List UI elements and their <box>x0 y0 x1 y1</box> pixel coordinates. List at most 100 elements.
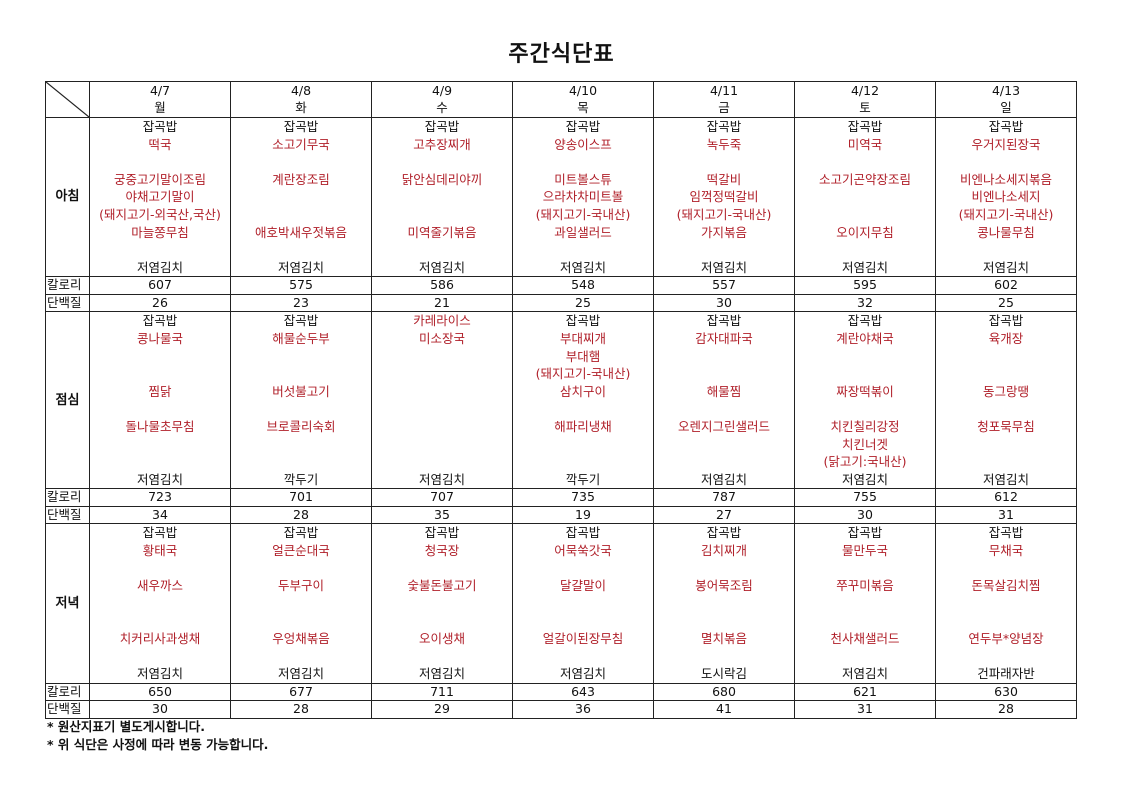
menu-item: 가지볶음 <box>700 224 747 240</box>
calories-value: 701 <box>230 488 372 507</box>
menu-item: 잡곡밥 <box>142 525 178 541</box>
menu-item: 치킨칠리강정 <box>830 418 900 434</box>
blank-line <box>796 612 935 630</box>
menu-cell: 잡곡밥 어묵쑥갓국 달걀말이 얼갈이된장무침 저염김치 <box>512 523 654 684</box>
menu-item: 황태국 <box>142 542 178 558</box>
menu-item: 해물순두부 <box>272 330 330 346</box>
menu-item: 잡곡밥 <box>706 119 742 134</box>
meal-label: 저녁 <box>45 523 90 684</box>
menu-cell: 잡곡밥 녹두죽 떡갈비 임꺽정떡갈비 (돼지고기-국내산) 가지볶음 저염김치 <box>653 116 795 278</box>
header-row: 4/7 월 4/8 화 4/9 수 4/10 목 4/11 금 4/12 토 4/13 일 <box>45 81 1077 118</box>
blank-line <box>796 365 935 383</box>
blank-line <box>937 559 1076 577</box>
menu-item: 찜닭 <box>148 383 172 399</box>
menu-item: 계란야채국 <box>836 330 894 346</box>
calories-value: 557 <box>653 276 795 295</box>
menu-item: 잡곡밥 <box>565 313 601 329</box>
blank-line <box>91 400 230 418</box>
day-header: 4/12 토 <box>794 81 936 118</box>
blank-line <box>937 400 1076 418</box>
blank-line <box>937 647 1076 665</box>
menu-item: 잡곡밥 <box>988 313 1024 329</box>
blank-line <box>655 348 794 366</box>
blank-line <box>514 612 653 630</box>
blank-line <box>655 453 794 471</box>
weekday: 토 <box>859 100 871 115</box>
menu-item: 잡곡밥 <box>847 313 883 329</box>
menu-cell: 잡곡밥 부대찌개 부대햄 (돼지고기-국내산) 삼치구이 해파리냉채 깍두기 <box>512 311 654 490</box>
blank-line <box>232 188 371 206</box>
protein-value: 28 <box>935 700 1077 719</box>
menu-item: 청포묵무침 <box>977 418 1035 434</box>
blank-line <box>514 153 653 171</box>
menu-item: 떡갈비 <box>706 171 742 187</box>
calories-value: 723 <box>89 488 231 507</box>
menu-item: 잡곡밥 <box>988 119 1024 134</box>
menu-item: 오이지무침 <box>836 224 894 240</box>
menu-item: 저염김치 <box>277 666 324 682</box>
menu-item: 멸치볶음 <box>700 630 747 646</box>
protein-value: 25 <box>512 293 654 313</box>
protein-value: 25 <box>935 293 1077 313</box>
menu-item: 브로콜리숙회 <box>266 418 336 434</box>
calories-value: 621 <box>794 682 936 702</box>
protein-value: 31 <box>794 700 936 719</box>
menu-item: 저염김치 <box>700 471 747 487</box>
menu-cell: 잡곡밥 물만두국 쭈꾸미볶음 천사채샐러드 저염김치 <box>794 523 936 684</box>
calories-value: 735 <box>512 488 654 507</box>
calories-label: 칼로리 <box>45 276 90 295</box>
menu-item: 쭈꾸미볶음 <box>836 578 894 594</box>
protein-value: 19 <box>512 505 654 525</box>
calories-value: 755 <box>794 488 936 507</box>
menu-item: 저염김치 <box>418 259 465 275</box>
blank-line <box>232 241 371 259</box>
blank-line <box>655 153 794 171</box>
menu-item: 저염김치 <box>277 259 324 275</box>
menu-item: 잡곡밥 <box>706 525 742 541</box>
menu-item: 동그랑땡 <box>982 383 1029 399</box>
blank-line <box>373 188 512 206</box>
blank-line <box>373 400 512 418</box>
calories-value: 630 <box>935 682 1077 702</box>
menu-item: 계란장조림 <box>272 171 330 187</box>
menu-cell: 잡곡밥 소고기무국 계란장조림 애호박새우젓볶음 저염김치 <box>230 116 372 278</box>
blank-line <box>232 400 371 418</box>
menu-item: 으라차차미트볼 <box>542 189 624 205</box>
menu-item: 미소장국 <box>418 330 465 346</box>
blank-line <box>232 206 371 224</box>
menu-item: 삼치구이 <box>559 383 606 399</box>
blank-line <box>91 453 230 471</box>
blank-line <box>232 348 371 366</box>
menu-item: 잡곡밥 <box>424 525 460 541</box>
blank-line <box>655 612 794 630</box>
calories-value: 643 <box>512 682 654 702</box>
menu-item: 저염김치 <box>136 259 183 275</box>
protein-value: 32 <box>794 293 936 313</box>
menu-item: 봉어묵조림 <box>695 578 753 594</box>
blank-line <box>373 453 512 471</box>
blank-line <box>796 595 935 613</box>
menu-item: 짜장떡볶이 <box>836 383 894 399</box>
menu-item: 잡곡밥 <box>847 119 883 134</box>
menu-item: (돼지고기-국내산) <box>958 206 1054 222</box>
menu-cell: 잡곡밥 해물순두부 버섯불고기 브로콜리숙회 깍두기 <box>230 311 372 490</box>
menu-cell: 카레라이스 미소장국 저염김치 <box>371 311 513 490</box>
meal-label: 아침 <box>45 116 90 278</box>
menu-item: 해파리냉채 <box>554 418 612 434</box>
blank-line <box>373 365 512 383</box>
menu-cell: 잡곡밥 미역국 소고기곤약장조림 오이지무침 저염김치 <box>794 116 936 278</box>
blank-line <box>91 647 230 665</box>
blank-line <box>514 453 653 471</box>
menu-item: 부대찌개 <box>559 330 606 346</box>
calories-value: 602 <box>935 276 1077 295</box>
menu-item: 잡곡밥 <box>565 119 601 134</box>
date: 4/13 <box>991 83 1021 98</box>
blank-line <box>91 595 230 613</box>
menu-item: 녹두죽 <box>706 136 742 152</box>
protein-value: 30 <box>794 505 936 525</box>
menu-item: 오렌지그린샐러드 <box>677 418 770 434</box>
blank-line <box>796 188 935 206</box>
menu-item: 치킨너겟 <box>841 436 888 452</box>
blank-line <box>796 400 935 418</box>
menu-item: (돼지고기-외국산,국산) <box>99 206 221 222</box>
